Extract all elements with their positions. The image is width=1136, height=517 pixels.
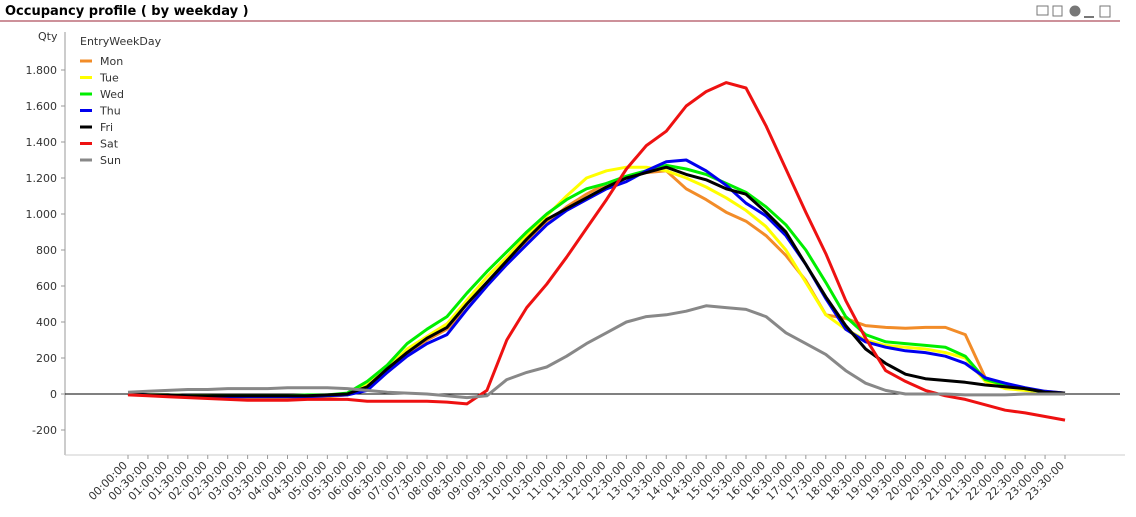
legend-label: Sun xyxy=(100,154,121,167)
legend-label: Tue xyxy=(99,72,119,85)
y-tick-label: 1.800 xyxy=(26,64,58,77)
y-tick-label: 400 xyxy=(36,316,57,329)
legend-label: Fri xyxy=(100,121,113,134)
print-icon[interactable] xyxy=(1036,5,1049,16)
y-tick-label: 1.000 xyxy=(26,208,58,221)
series-line xyxy=(127,165,1066,399)
series-line xyxy=(127,158,1066,399)
xl-icon[interactable] xyxy=(1052,5,1063,17)
maximize-icon[interactable] xyxy=(1099,5,1111,18)
y-axis-label: Qty xyxy=(38,30,58,43)
legend-label: Sat xyxy=(100,138,119,151)
y-tick-label: 1.600 xyxy=(26,100,58,113)
window-icons xyxy=(1036,5,1111,18)
y-tick-label: 0 xyxy=(50,388,57,401)
y-tick-label: 600 xyxy=(36,280,57,293)
series-line xyxy=(127,169,1066,400)
legend-label: Wed xyxy=(100,88,124,101)
y-tick-label: 200 xyxy=(36,352,57,365)
series-line xyxy=(127,304,1065,400)
y-tick-label: 800 xyxy=(36,244,57,257)
y-tick-label: 1.400 xyxy=(26,136,58,149)
legend-title: EntryWeekDay xyxy=(80,35,162,48)
y-tick-label: -200 xyxy=(32,424,57,437)
chart-title: Occupancy profile ( by weekday ) xyxy=(5,4,249,19)
series-line xyxy=(127,81,1066,422)
legend-label: Mon xyxy=(100,55,123,68)
legend-label: Thu xyxy=(99,105,121,118)
y-tick-label: 1.200 xyxy=(26,172,58,185)
help-icon[interactable] xyxy=(1069,5,1081,17)
series-line xyxy=(127,163,1066,398)
series-line xyxy=(127,165,1066,398)
